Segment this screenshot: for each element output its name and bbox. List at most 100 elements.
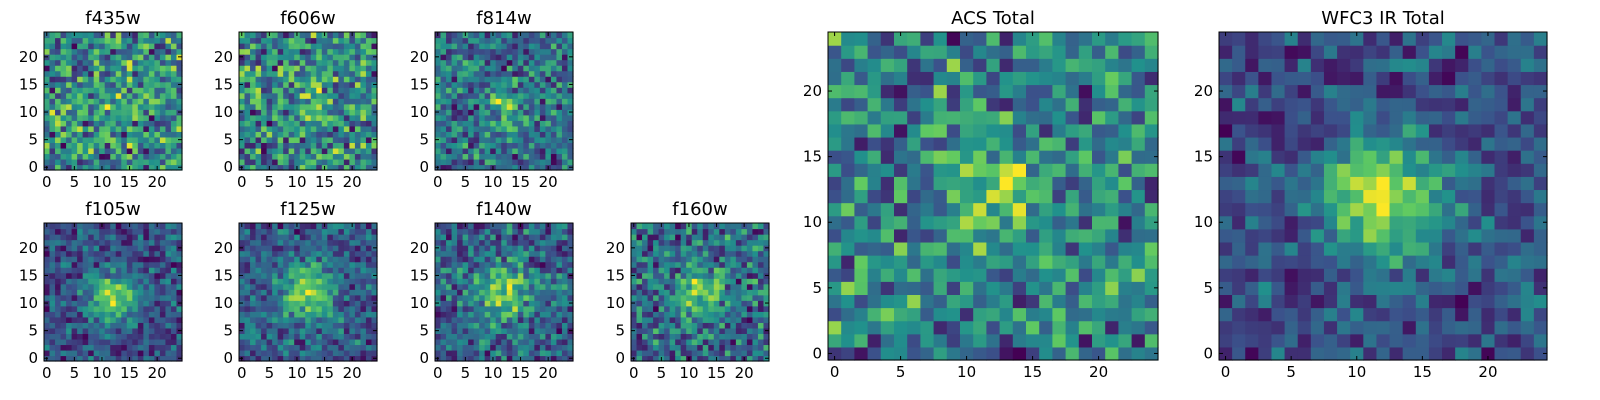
axes-frame xyxy=(434,31,574,171)
heatmap-cell xyxy=(49,311,56,318)
heatmap-cell xyxy=(82,120,89,127)
heatmap-cell xyxy=(473,355,480,362)
heatmap-cell xyxy=(746,333,754,340)
heatmap-cell xyxy=(539,305,546,312)
heatmap-cell xyxy=(451,65,458,72)
heatmap-cell xyxy=(137,338,144,346)
heatmap-cell xyxy=(719,344,726,351)
heatmap-cell xyxy=(294,37,301,44)
heatmap-cell xyxy=(288,349,295,357)
heatmap-cell xyxy=(239,349,246,357)
heatmap-cell xyxy=(143,37,150,44)
heatmap-cell xyxy=(121,109,128,116)
heatmap-cell xyxy=(349,76,356,83)
heatmap-cell xyxy=(60,65,67,72)
heatmap-cell xyxy=(702,245,709,252)
y-tick-label: 10 xyxy=(214,294,233,312)
heatmap-cell xyxy=(88,120,95,127)
heatmap-cell xyxy=(349,311,356,318)
heatmap-cell xyxy=(365,349,373,357)
y-tick-label: 0 xyxy=(419,349,429,367)
heatmap-cell xyxy=(545,349,552,357)
heatmap-cell xyxy=(473,164,480,171)
heatmap-cell xyxy=(446,147,453,155)
heatmap-cell xyxy=(354,147,362,155)
heatmap-cell xyxy=(642,333,649,340)
heatmap-cell xyxy=(104,109,111,116)
heatmap-cell xyxy=(435,316,442,323)
heatmap-cell xyxy=(143,76,150,83)
heatmap-cell xyxy=(512,48,519,55)
heatmap-cell xyxy=(506,103,513,110)
heatmap-cell xyxy=(457,349,464,357)
heatmap-cell xyxy=(255,333,262,340)
heatmap-cell xyxy=(763,349,770,357)
heatmap-cell xyxy=(148,333,155,340)
heatmap-cell xyxy=(126,300,133,307)
heatmap-cell xyxy=(239,316,246,323)
heatmap-cell xyxy=(468,311,475,318)
heatmap-cell xyxy=(724,327,731,334)
heatmap-cell xyxy=(867,346,882,361)
heatmap-cell xyxy=(435,92,442,99)
heatmap-cell xyxy=(316,76,323,83)
heatmap-cell xyxy=(115,81,122,88)
heatmap-cell xyxy=(854,176,869,191)
heatmap-cell xyxy=(730,272,737,279)
heatmap-cell xyxy=(724,322,731,329)
heatmap-cell xyxy=(517,70,524,77)
heatmap-cell xyxy=(71,256,78,263)
heatmap-cell xyxy=(93,300,100,307)
heatmap-cell xyxy=(960,189,974,204)
heatmap-cell xyxy=(528,223,535,230)
heatmap-cell xyxy=(93,283,100,290)
heatmap-cell xyxy=(561,349,569,357)
heatmap-cell xyxy=(675,349,682,357)
heatmap-cell xyxy=(528,228,535,235)
heatmap-cell xyxy=(550,136,558,143)
heatmap-cell xyxy=(143,349,150,357)
heatmap-cell xyxy=(121,142,128,149)
heatmap-cell xyxy=(479,81,486,88)
heatmap-cell xyxy=(479,333,486,340)
heatmap-cell xyxy=(675,333,682,340)
heatmap-cell xyxy=(154,261,161,268)
heatmap-cell xyxy=(77,333,84,340)
heatmap-cell xyxy=(545,250,552,257)
heatmap-cell xyxy=(451,37,458,44)
heatmap-cell xyxy=(561,114,569,121)
heatmap-cell xyxy=(239,228,246,235)
heatmap-cell xyxy=(534,272,541,279)
heatmap-cell xyxy=(148,142,155,149)
heatmap-cell xyxy=(316,37,323,44)
heatmap-cell xyxy=(159,43,167,50)
heatmap-cell xyxy=(93,245,100,252)
heatmap-cell xyxy=(55,278,62,285)
heatmap-cell xyxy=(71,158,78,166)
heatmap-cell xyxy=(316,355,323,362)
heatmap-cell xyxy=(66,338,73,346)
heatmap-cell xyxy=(523,322,530,329)
heatmap-cell xyxy=(132,32,139,39)
heatmap-cell xyxy=(137,311,144,318)
heatmap-cell xyxy=(1105,163,1119,177)
x-tick-label: 15 xyxy=(511,364,530,382)
heatmap-cell xyxy=(451,43,458,50)
heatmap-cell xyxy=(316,92,323,99)
heatmap-cell xyxy=(327,125,334,132)
heatmap-cell xyxy=(545,300,552,307)
heatmap-cell xyxy=(93,278,100,285)
heatmap-cell xyxy=(343,147,350,155)
heatmap-cell xyxy=(77,164,84,171)
heatmap-cell xyxy=(71,278,78,285)
heatmap-cell xyxy=(435,289,442,296)
heatmap-cell xyxy=(933,281,948,295)
heatmap-cell xyxy=(143,245,150,252)
heatmap-cell xyxy=(973,228,987,243)
heatmap-cell xyxy=(244,305,251,312)
heatmap-cell xyxy=(746,300,754,307)
heatmap-cell xyxy=(512,81,519,88)
heatmap-cell xyxy=(556,125,563,132)
heatmap-cell xyxy=(462,136,469,143)
heatmap-cell xyxy=(495,136,502,143)
